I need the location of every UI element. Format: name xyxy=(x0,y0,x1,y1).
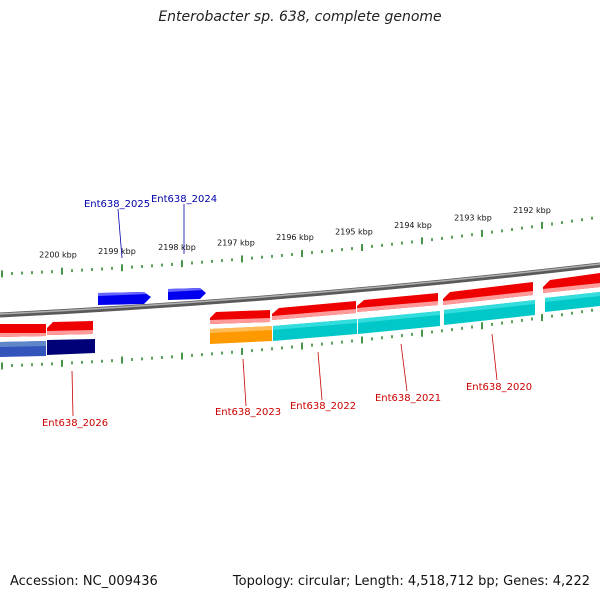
cds-feature-Ent638_2022[interactable] xyxy=(273,319,357,341)
scale-ticks-upper xyxy=(1,216,593,278)
genome-backbone xyxy=(0,262,600,318)
cds-feature-Ent638_2021[interactable] xyxy=(358,311,440,334)
gene-feature-Ent638_2022-red[interactable] xyxy=(272,301,356,320)
gene-feature-Ent638_2020-red[interactable] xyxy=(443,282,533,305)
gene-feature-Ent638_2021-red[interactable] xyxy=(357,293,438,312)
gene-feature-Ent638_2023-red[interactable] xyxy=(210,310,270,324)
cds-feature-Ent638_2023[interactable] xyxy=(210,326,272,344)
gene-feature-Ent638_2026-red[interactable] xyxy=(47,321,93,335)
cds-feature-Ent638_2020[interactable] xyxy=(444,300,535,325)
scale-label: 2195 kbp xyxy=(335,227,373,236)
gene-label-Ent638_2026[interactable]: Ent638_2026 xyxy=(42,418,108,429)
scale-labels: 2200 kbp 2199 kbp 2198 kbp 2197 kbp 2196 kbp… xyxy=(39,206,551,260)
scale-label: 2200 kbp xyxy=(39,250,77,259)
gene-feature-Ent638_2025[interactable] xyxy=(98,292,151,305)
cds-feature-right-teal[interactable] xyxy=(545,292,600,312)
genome-backbone-highlight xyxy=(0,263,600,315)
scale-label: 2198 kbp xyxy=(158,243,196,252)
map-title: Enterobacter sp. 638, complete genome xyxy=(158,9,442,25)
gene-feature-right-red[interactable] xyxy=(543,273,600,293)
gene-label-Ent638_2020[interactable]: Ent638_2020 xyxy=(466,382,532,393)
scale-label: 2192 kbp xyxy=(513,206,551,215)
gene-label-Ent638_2021[interactable]: Ent638_2021 xyxy=(375,393,441,404)
cds-feature-Ent638_2026[interactable] xyxy=(47,339,95,355)
gene-feature-Ent638_2024[interactable] xyxy=(168,288,206,300)
label-leaders xyxy=(71,204,498,417)
footer-topology: Topology: circular; Length: 4,518,712 bp… xyxy=(232,574,590,589)
gene-label-Ent638_2025[interactable]: Ent638_2025 xyxy=(84,199,150,210)
gene-label-Ent638_2024[interactable]: Ent638_2024 xyxy=(151,194,217,205)
gene-label-Ent638_2022[interactable]: Ent638_2022 xyxy=(290,401,356,412)
cds-feature-left-steel[interactable] xyxy=(0,341,46,357)
gene-label-Ent638_2023[interactable]: Ent638_2023 xyxy=(215,407,281,418)
scale-label: 2197 kbp xyxy=(217,238,255,247)
scale-label: 2194 kbp xyxy=(394,221,432,230)
scale-ticks-lower xyxy=(1,308,593,370)
scale-label: 2199 kbp xyxy=(98,247,136,256)
gene-feature-left-red-1[interactable] xyxy=(0,324,46,337)
footer-accession: Accession: NC_009436 xyxy=(10,574,158,589)
scale-label: 2196 kbp xyxy=(276,233,314,242)
scale-label: 2193 kbp xyxy=(454,214,492,223)
